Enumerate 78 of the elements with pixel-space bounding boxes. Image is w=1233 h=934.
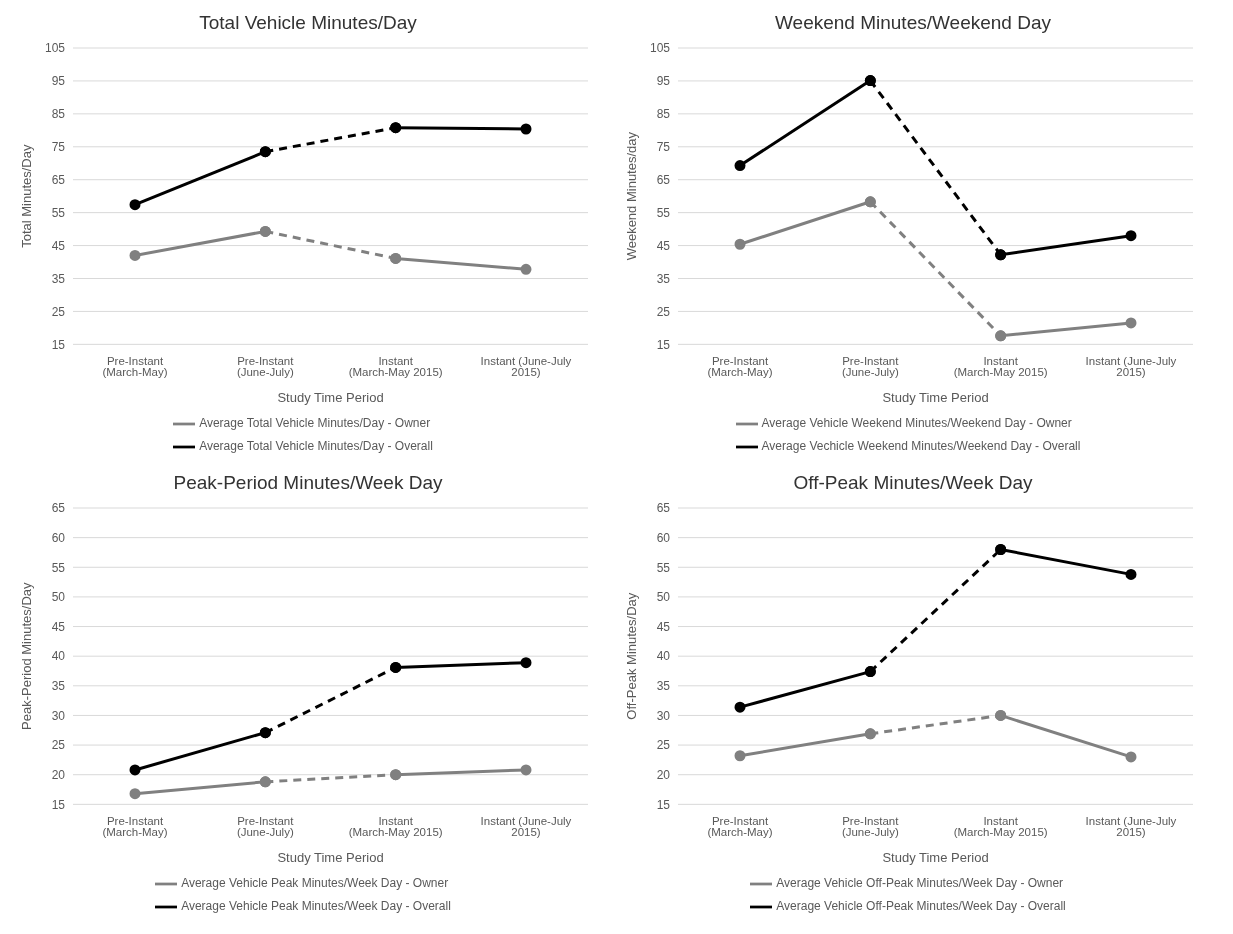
y-tick-label: 35 xyxy=(656,679,671,694)
x-axis-title: Study Time Period xyxy=(882,390,989,406)
y-tick-label: 40 xyxy=(51,649,66,664)
y-tick-label: 25 xyxy=(656,304,671,319)
x-tick-label: Pre-Instant (March-May) xyxy=(102,354,168,379)
legend-label: Average Vehicle Off-Peak Minutes/Week Day - Owner xyxy=(776,876,1064,891)
y-tick-label: 15 xyxy=(656,337,671,352)
y-tick-label: 95 xyxy=(656,74,671,89)
legend-label: Average Vehicle Peak Minutes/Week Day - Overall xyxy=(181,899,451,914)
y-tick-label: 75 xyxy=(51,140,66,155)
x-tick-label: Instant (June-July 2015) xyxy=(480,354,572,379)
y-tick-label: 65 xyxy=(656,501,671,516)
x-axis-title: Study Time Period xyxy=(277,390,384,406)
y-tick-label: 95 xyxy=(51,74,66,89)
y-tick-label: 85 xyxy=(656,107,671,122)
legend-label: Average Vehicle Peak Minutes/Week Day - Owner xyxy=(181,876,449,891)
x-tick-label: Instant (June-July 2015) xyxy=(480,814,572,839)
y-tick-label: 55 xyxy=(51,205,66,220)
chart-title: Weekend Minutes/Weekend Day xyxy=(774,11,1052,35)
x-tick-label: Pre-Instant (March-May) xyxy=(707,814,773,839)
y-tick-label: 105 xyxy=(44,41,66,56)
x-tick-label: Instant (March-May 2015) xyxy=(348,354,443,379)
x-tick-label: Instant (March-May 2015) xyxy=(953,814,1048,839)
chart-title: Off-Peak Minutes/Week Day xyxy=(792,471,1034,495)
y-tick-label: 20 xyxy=(656,767,671,782)
y-tick-label: 65 xyxy=(656,172,671,187)
x-axis-title: Study Time Period xyxy=(277,850,384,866)
y-axis-title: Weekend Minutes/day xyxy=(623,131,639,261)
y-tick-label: 25 xyxy=(656,738,671,753)
y-tick-label: 55 xyxy=(51,560,66,575)
y-tick-label: 40 xyxy=(656,649,671,664)
x-axis-title: Study Time Period xyxy=(882,850,989,866)
y-tick-label: 55 xyxy=(656,205,671,220)
legend-label: Average Vehicle Off-Peak Minutes/Week Day - Overall xyxy=(776,899,1066,914)
y-tick-label: 85 xyxy=(51,107,66,122)
y-tick-label: 60 xyxy=(51,530,66,545)
y-tick-label: 45 xyxy=(656,238,671,253)
y-tick-label: 65 xyxy=(51,172,66,187)
y-tick-label: 15 xyxy=(656,797,671,812)
y-axis-title: Off-Peak Minutes/Day xyxy=(623,592,639,720)
x-tick-label: Pre-Instant (June-July) xyxy=(236,354,295,379)
chart-title: Total Vehicle Minutes/Day xyxy=(198,11,418,35)
y-tick-label: 30 xyxy=(656,708,671,723)
legend-label: Average Vechicle Weekend Minutes/Weekend Day - Overall xyxy=(761,439,1081,454)
x-tick-label: Pre-Instant (June-July) xyxy=(841,814,900,839)
y-tick-label: 105 xyxy=(649,41,671,56)
legend-label: Average Total Vehicle Minutes/Day - Overall xyxy=(199,439,433,454)
y-tick-label: 25 xyxy=(51,304,66,319)
x-tick-label: Pre-Instant (March-May) xyxy=(102,814,168,839)
y-tick-label: 35 xyxy=(656,271,671,286)
y-tick-label: 15 xyxy=(51,337,66,352)
x-tick-label: Instant (March-May 2015) xyxy=(348,814,443,839)
x-tick-label: Pre-Instant (June-July) xyxy=(236,814,295,839)
y-tick-label: 35 xyxy=(51,679,66,694)
y-axis-title: Peak-Period Minutes/Day xyxy=(18,581,34,730)
x-tick-label: Pre-Instant (June-July) xyxy=(841,354,900,379)
y-tick-label: 20 xyxy=(51,767,66,782)
y-tick-label: 45 xyxy=(51,619,66,634)
y-tick-label: 50 xyxy=(656,590,671,605)
legend-label: Average Vehicle Weekend Minutes/Weekend Day - Owner xyxy=(761,416,1072,431)
y-tick-label: 75 xyxy=(656,140,671,155)
y-tick-label: 25 xyxy=(51,738,66,753)
y-tick-label: 30 xyxy=(51,708,66,723)
y-tick-label: 65 xyxy=(51,501,66,516)
y-axis-title: Total Minutes/Day xyxy=(18,144,34,248)
x-tick-label: Pre-Instant (March-May) xyxy=(707,354,773,379)
y-tick-label: 60 xyxy=(656,530,671,545)
y-tick-label: 35 xyxy=(51,271,66,286)
y-tick-label: 15 xyxy=(51,797,66,812)
y-tick-label: 50 xyxy=(51,590,66,605)
x-tick-label: Instant (March-May 2015) xyxy=(953,354,1048,379)
y-tick-label: 55 xyxy=(656,560,671,575)
x-tick-label: Instant (June-July 2015) xyxy=(1085,354,1177,379)
chart-title: Peak-Period Minutes/Week Day xyxy=(172,471,444,495)
y-tick-label: 45 xyxy=(51,238,66,253)
x-tick-label: Instant (June-July 2015) xyxy=(1085,814,1177,839)
y-tick-label: 45 xyxy=(656,619,671,634)
legend-label: Average Total Vehicle Minutes/Day - Owner xyxy=(199,416,431,431)
